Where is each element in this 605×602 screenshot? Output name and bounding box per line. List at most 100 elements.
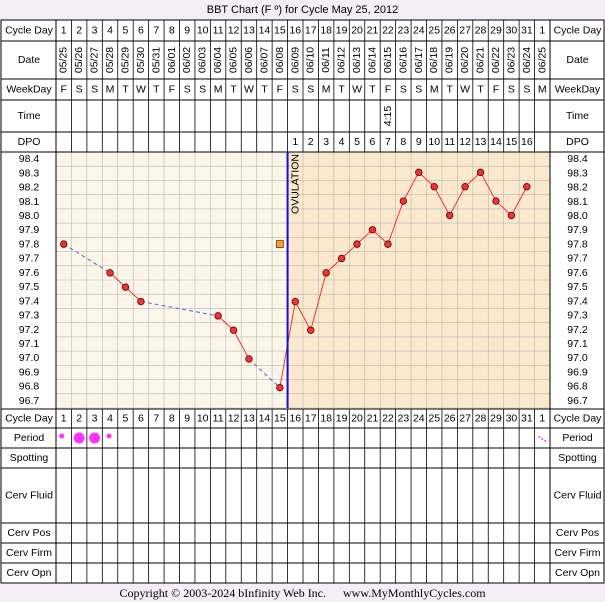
y-tick-label: 97.7 (19, 253, 40, 265)
site-link[interactable]: www.MyMonthlyCycles.com (343, 586, 486, 600)
temperature-point (368, 226, 377, 234)
y-tick-label: 97.6 (19, 267, 40, 279)
y-tick-label: 98.3 (567, 167, 588, 179)
y-tick-label: 97.4 (567, 295, 588, 307)
y-tick-label: 97.9 (19, 224, 40, 236)
cycle-day-cell: 7 (153, 25, 159, 37)
temperature-point (399, 197, 408, 205)
date-cell: 06/17 (413, 47, 425, 73)
cycle-day-cell: 22 (382, 25, 394, 37)
y-tick-label: 97.6 (567, 267, 588, 279)
weekday-cell: M (322, 84, 331, 96)
cycle-day-cell: 8 (169, 413, 175, 425)
period-spot-dot (544, 440, 547, 442)
cerv-pos-label: Cerv Pos (7, 527, 50, 539)
weekday-cell: W (352, 84, 362, 96)
temperature-line (387, 200, 404, 245)
date-cell: 06/21 (475, 47, 487, 73)
cycle-day-cell: 26 (444, 413, 456, 425)
date-label: Date (18, 54, 40, 66)
weekday-cell: M (430, 84, 439, 96)
cycle-day-cell: 30 (506, 25, 518, 37)
y-tick-label: 97.1 (19, 338, 40, 350)
temperature-point (245, 355, 253, 363)
cycle-day-cell: 6 (138, 25, 144, 37)
weekday-cell: T (261, 84, 268, 96)
y-tick-label: 98.0 (19, 210, 40, 222)
cycle-day-cell: 27 (459, 413, 471, 425)
cycle-day-cell: 18 (320, 25, 332, 37)
period-label: Period (562, 432, 593, 444)
temperature-point (214, 312, 222, 320)
weekday-cell: S (307, 84, 314, 96)
cycle-day-cell: 23 (398, 25, 410, 37)
dpo-label: DPO (566, 136, 589, 148)
temperature-line (294, 301, 312, 331)
cycle-day-cell: 24 (413, 25, 425, 37)
cycle-day-cell: 1 (539, 413, 545, 425)
date-cell: 06/04 (212, 47, 224, 73)
weekday-cell: S (91, 84, 98, 96)
cycle-day-cell: 14 (259, 25, 271, 37)
y-tick-label: 98.1 (19, 196, 40, 208)
date-label: Date (566, 54, 588, 66)
temperature-line (510, 186, 528, 216)
cycle-day-cell: 21 (367, 25, 379, 37)
cycle-day-cell: 15 (274, 25, 286, 37)
temperature-line (402, 172, 420, 202)
dpo-cell: 2 (308, 136, 314, 148)
cycle-day-cell: 13 (243, 25, 255, 37)
cycle-day-cell: 25 (428, 25, 440, 37)
temperature-point (384, 240, 392, 248)
cycle-day-cell: 23 (398, 413, 410, 425)
y-tick-label: 97.4 (19, 295, 40, 307)
date-cell: 06/25 (536, 47, 548, 73)
cycle-day-cell: 16 (289, 25, 301, 37)
dpo-cell: 3 (323, 136, 329, 148)
period-label: Period (14, 432, 45, 444)
cycle-day-cell: 3 (92, 413, 98, 425)
weekday-cell: T (477, 84, 484, 96)
cycle-day-cell: 29 (490, 413, 502, 425)
weekday-cell: T (338, 84, 345, 96)
weekday-label: WeekDay (555, 84, 601, 96)
spotting-label: Spotting (558, 452, 597, 464)
table-outer-border (0, 19, 605, 584)
date-cell: 06/02 (181, 47, 193, 73)
date-cell: 05/31 (150, 47, 162, 73)
y-tick-label: 97.7 (567, 253, 588, 265)
cycle-day-cell: 1 (61, 413, 67, 425)
y-tick-label: 96.7 (567, 395, 588, 407)
date-cell: 06/18 (428, 47, 440, 73)
y-tick-label: 97.0 (567, 352, 588, 364)
cycle-day-cell: 9 (184, 413, 190, 425)
cycle-day-cell: 11 (213, 25, 224, 37)
date-cell: 06/08 (274, 47, 286, 73)
temperature-point (121, 283, 130, 291)
cycle-day-cell: 31 (521, 413, 533, 425)
date-cell: 06/05 (228, 47, 240, 73)
weekday-cell: M (538, 84, 547, 96)
temperature-point (291, 297, 299, 306)
period-spot-dot (541, 438, 544, 440)
period-spot-dot (106, 433, 112, 439)
temperature-point (476, 168, 485, 177)
date-cell: 06/11 (320, 47, 332, 73)
cycle-day-label: Cycle Day (554, 25, 603, 37)
y-tick-label: 98.3 (19, 167, 40, 179)
weekday-cell: S (292, 84, 299, 96)
temperature-point (137, 297, 145, 306)
date-cell: 05/29 (119, 47, 131, 73)
dpo-cell: 13 (475, 136, 487, 148)
y-tick-label: 98.0 (567, 210, 588, 222)
time-label: Time (18, 110, 41, 122)
temperature-point (60, 240, 68, 248)
y-tick-label: 98.4 (19, 153, 40, 165)
weekday-cell: M (214, 84, 223, 96)
weekday-cell: F (493, 84, 499, 96)
cycle-day-cell: 19 (336, 25, 348, 37)
date-cell: 06/13 (351, 47, 363, 73)
y-tick-label: 96.7 (19, 395, 40, 407)
date-cell: 06/07 (258, 47, 270, 73)
weekday-cell: S (184, 84, 191, 96)
